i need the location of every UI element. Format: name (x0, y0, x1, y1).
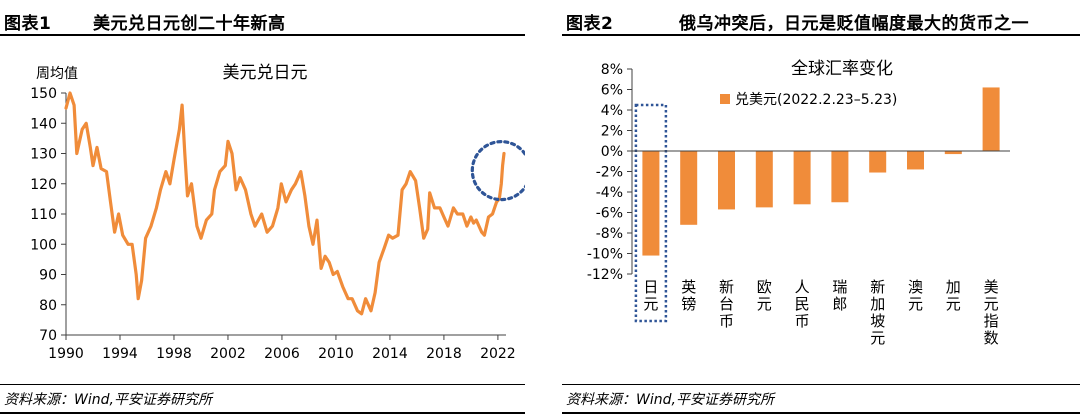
category-label-char: 台 (719, 295, 734, 313)
category-label-char: 币 (719, 312, 734, 330)
figure-label: 图表1 (4, 14, 52, 34)
category-label-char: 欧 (757, 278, 772, 296)
y-tick-label: 6% (601, 83, 623, 99)
y-axis-label: 周均值 (36, 66, 78, 82)
y-tick-label: 100 (30, 237, 57, 253)
y-tick-label: -2% (596, 165, 623, 181)
y-tick-label: -6% (596, 206, 623, 222)
y-tick-label: -10% (587, 247, 623, 263)
y-tick-label: 8% (601, 62, 623, 78)
y-tick-label: 120 (30, 177, 57, 193)
category-label-char: 元 (870, 329, 885, 347)
figure-panel-2: 图表2 俄乌冲突后，日元是贬值幅度最大的货币之一 全球汇率变化兑美元(2022.… (562, 0, 1080, 415)
y-tick-label: 110 (30, 207, 57, 223)
figure-header: 图表2 俄乌冲突后，日元是贬值幅度最大的货币之一 (562, 2, 1080, 36)
bar-5 (831, 151, 849, 203)
category-label-char: 元 (757, 295, 772, 313)
figure-label: 图表2 (566, 14, 614, 34)
category-label-char: 元 (984, 295, 999, 313)
x-tick-label: 1990 (48, 346, 84, 362)
figure-title: 俄乌冲突后，日元是贬值幅度最大的货币之一 (679, 14, 1029, 34)
y-tick-label: 80 (39, 298, 57, 314)
bar-6 (869, 151, 887, 173)
category-label-char: 元 (946, 295, 961, 313)
legend-swatch (720, 94, 730, 104)
y-tick-label: 150 (30, 86, 57, 102)
bar-8 (944, 151, 962, 155)
y-tick-label: -12% (587, 267, 623, 283)
y-tick-label: 70 (39, 328, 57, 344)
y-tick-label: 140 (30, 116, 57, 132)
y-tick-label: 0% (601, 144, 623, 160)
bar-4 (793, 151, 811, 205)
x-tick-label: 2010 (318, 346, 354, 362)
category-label-char: 郎 (832, 295, 847, 313)
category-label-char: 新 (719, 278, 734, 296)
category-label-char: 美 (984, 278, 999, 296)
x-tick-label: 1998 (156, 346, 192, 362)
category-label-char: 日 (643, 278, 658, 296)
category-label-char: 澳 (908, 278, 923, 296)
category-label-char: 加 (870, 295, 885, 313)
figure-header: 图表1 美元兑日元创二十年新高 (0, 2, 525, 36)
x-tick-label: 2014 (372, 346, 408, 362)
category-label-char: 人 (795, 278, 810, 296)
x-tick-label: 2002 (210, 346, 246, 362)
category-label-char: 镑 (681, 295, 696, 313)
bar-3 (755, 151, 773, 208)
y-tick-label: 90 (39, 268, 57, 284)
usdjpy-line-chart: 美元兑日元 周均值 70 80 90 100 110 120 130 140 150 1990 1994… (30, 63, 525, 362)
figure-footer: 资料来源：Wind,平安证券研究所 (562, 384, 1080, 414)
legend-label: 兑美元(2022.2.23–5.23) (735, 92, 897, 108)
category-label-char: 数 (984, 329, 999, 347)
x-tick-label: 2018 (426, 346, 462, 362)
category-label-char: 民 (795, 295, 810, 313)
bar-0 (642, 151, 660, 256)
y-tick-label: 2% (601, 124, 623, 140)
category-label-char: 瑞 (832, 278, 847, 296)
figure-footer: 资料来源：Wind,平安证券研究所 (0, 384, 525, 414)
y-tick-label: 4% (601, 103, 623, 119)
category-label-char: 元 (643, 295, 658, 313)
figure-panel-1: 图表1 美元兑日元创二十年新高 美元兑日元 周均值 70 80 90 100 110 120 1… (0, 0, 525, 415)
x-tick-label: 2006 (264, 346, 300, 362)
legend: 兑美元(2022.2.23–5.23) (720, 92, 897, 108)
y-tick-label: -4% (596, 185, 623, 201)
x-tick-label: 1994 (102, 346, 138, 362)
category-label-char: 指 (984, 312, 999, 330)
category-label-char: 坡 (870, 312, 885, 330)
y-tick-label: -8% (596, 226, 623, 242)
source-note: 资料来源：Wind,平安证券研究所 (566, 392, 774, 408)
y-tick-label: 130 (30, 147, 57, 163)
category-label-char: 新 (870, 278, 885, 296)
bar-2 (718, 151, 735, 210)
highlight-box (634, 103, 668, 323)
figure-title: 美元兑日元创二十年新高 (93, 14, 286, 34)
category-label-char: 币 (795, 312, 810, 330)
usdjpy-series-line (64, 91, 506, 316)
chart-title: 全球汇率变化 (791, 59, 893, 79)
chart-title: 美元兑日元 (223, 63, 308, 83)
category-label-char: 元 (908, 295, 923, 313)
category-label-char: 加 (946, 278, 961, 296)
bar-9 (982, 87, 1000, 151)
x-tick-label: 2022 (480, 346, 516, 362)
bar-1 (680, 151, 698, 225)
highlight-circle (470, 140, 525, 202)
source-note: 资料来源：Wind,平安证券研究所 (4, 392, 212, 408)
bar-7 (907, 151, 924, 170)
category-label-char: 英 (681, 278, 696, 296)
